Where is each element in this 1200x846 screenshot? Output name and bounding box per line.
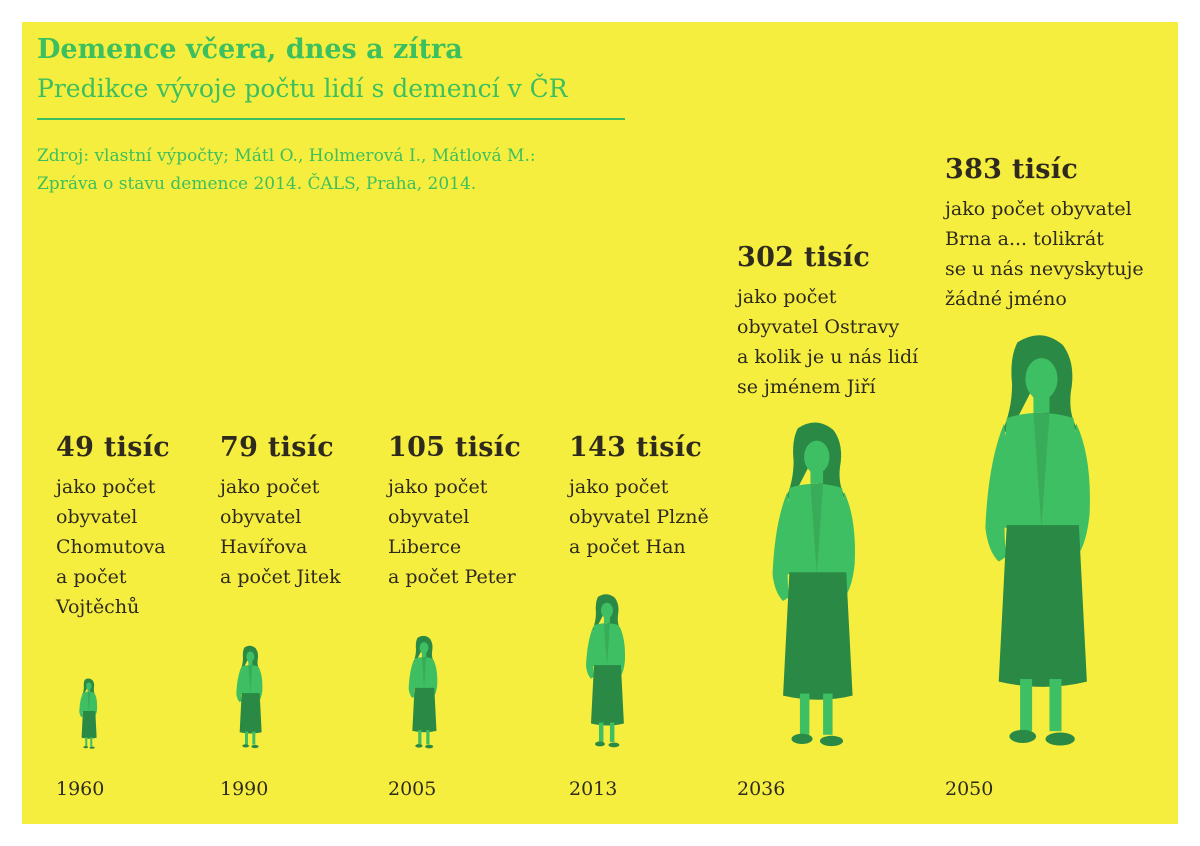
description-line-2036-1: jako počet	[737, 285, 837, 308]
source-line-1: Zdroj: vlastní výpočty; Mátl O., Holmero…	[37, 146, 536, 166]
description-line-1960-4: a počet	[56, 566, 127, 588]
value-label-1990: 79 tisíc	[220, 432, 334, 463]
year-label-1960: 1960	[56, 778, 105, 800]
description-line-2050-3: se u nás nevyskytuje	[945, 257, 1144, 280]
description-line-1990-2: obyvatel	[220, 506, 302, 528]
title-divider	[37, 118, 625, 120]
description-line-2005-3: Liberce	[388, 536, 462, 558]
description-line-1990-3: Havířova	[220, 536, 308, 558]
value-label-2050: 383 tisíc	[945, 153, 1079, 185]
description-line-1990-1: jako počet	[220, 476, 320, 498]
description-line-2005-4: a počet Peter	[388, 566, 516, 588]
figure-mark-2005	[408, 635, 438, 748]
value-label-2013: 143 tisíc	[569, 432, 703, 463]
description-line-2036-3: a kolik je u nás lidí	[737, 345, 919, 368]
description-line-1960-2: obyvatel	[56, 506, 138, 528]
description-line-2005-1: jako počet	[388, 476, 488, 498]
description-line-2013-3: a počet Han	[569, 536, 686, 558]
figure-mark-2013	[586, 594, 626, 748]
description-line-1960-3: Chomutova	[56, 536, 166, 558]
description-line-2050-4: žádné jméno	[945, 287, 1067, 310]
year-label-2050: 2050	[945, 778, 994, 800]
year-label-2013: 2013	[569, 778, 618, 800]
year-label-2005: 2005	[388, 778, 437, 800]
figure-mark-2036	[772, 422, 856, 746]
chart-title: Demence včera, dnes a zítra	[37, 34, 463, 65]
description-line-2050-2: Brna a... tolikrát	[945, 227, 1104, 250]
description-line-1990-4: a počet Jitek	[220, 566, 341, 588]
description-line-2013-1: jako počet	[569, 476, 669, 498]
description-line-2036-4: se jménem Jiří	[737, 375, 876, 398]
chart-subtitle: Predikce vývoje počtu lidí s demencí v Č…	[37, 74, 568, 103]
value-label-2036: 302 tisíc	[737, 241, 871, 273]
description-line-2005-2: obyvatel	[388, 506, 470, 528]
year-label-1990: 1990	[220, 778, 269, 800]
description-line-2036-2: obyvatel Ostravy	[737, 315, 900, 338]
figure-mark-1960	[78, 678, 97, 749]
description-line-2013-2: obyvatel Plzně	[569, 506, 709, 528]
value-label-1960: 49 tisíc	[56, 432, 170, 463]
value-label-2005: 105 tisíc	[388, 432, 522, 463]
source-line-2: Zpráva o stavu demence 2014. ČALS, Praha…	[37, 174, 477, 194]
figure-mark-2050	[985, 334, 1091, 746]
year-label-2036: 2036	[737, 778, 786, 800]
description-line-1960-1: jako počet	[56, 476, 156, 498]
description-line-1960-5: Vojtěchů	[56, 596, 140, 618]
description-line-2050-1: jako počet obyvatel	[945, 197, 1132, 220]
infographic-panel: Demence včera, dnes a zítra Predikce výv…	[22, 22, 1178, 824]
figure-mark-1990	[236, 645, 263, 749]
